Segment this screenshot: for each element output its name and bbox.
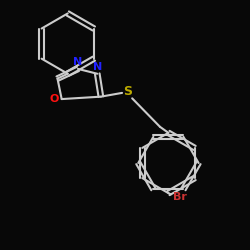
- Text: Br: Br: [173, 192, 187, 202]
- Text: O: O: [50, 94, 59, 104]
- Text: N: N: [73, 57, 82, 67]
- Text: N: N: [93, 62, 102, 72]
- Text: S: S: [124, 85, 132, 98]
